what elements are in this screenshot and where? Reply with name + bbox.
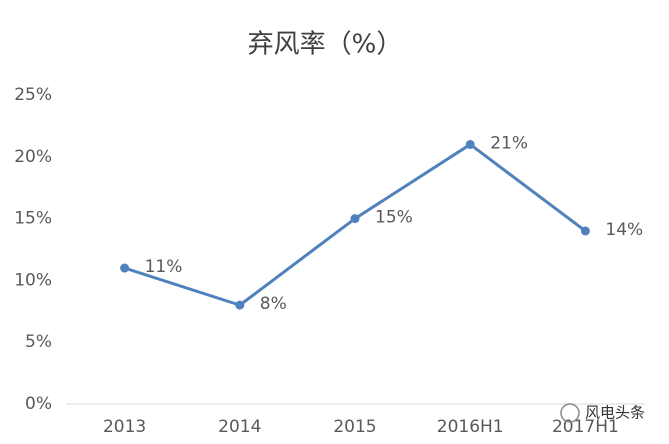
data-label: 14% [605,220,643,240]
watermark-icon [560,403,580,423]
chart-title: 弃风率（%） [248,30,403,60]
data-label: 11% [145,257,183,277]
point [350,214,360,224]
x-tick-label: 2015 [333,417,376,437]
y-tick-label: 0% [25,394,52,414]
point [465,139,475,149]
x-tick-label: 2014 [218,417,261,437]
x-tick-label: 2013 [103,417,146,437]
point [235,300,245,310]
y-tick-label: 15% [14,209,52,229]
x-tick-label: 2016H1 [437,417,504,437]
y-tick-label: 20% [14,147,52,167]
data-label: 8% [260,294,287,314]
point [120,263,130,273]
watermark: 风电头条 [585,404,645,422]
data-label: 15% [375,208,413,228]
y-tick-label: 5% [25,332,52,352]
y-tick-label: 25% [14,85,52,105]
data-label: 21% [490,133,528,153]
point [580,226,590,236]
y-tick-label: 10% [14,270,52,290]
